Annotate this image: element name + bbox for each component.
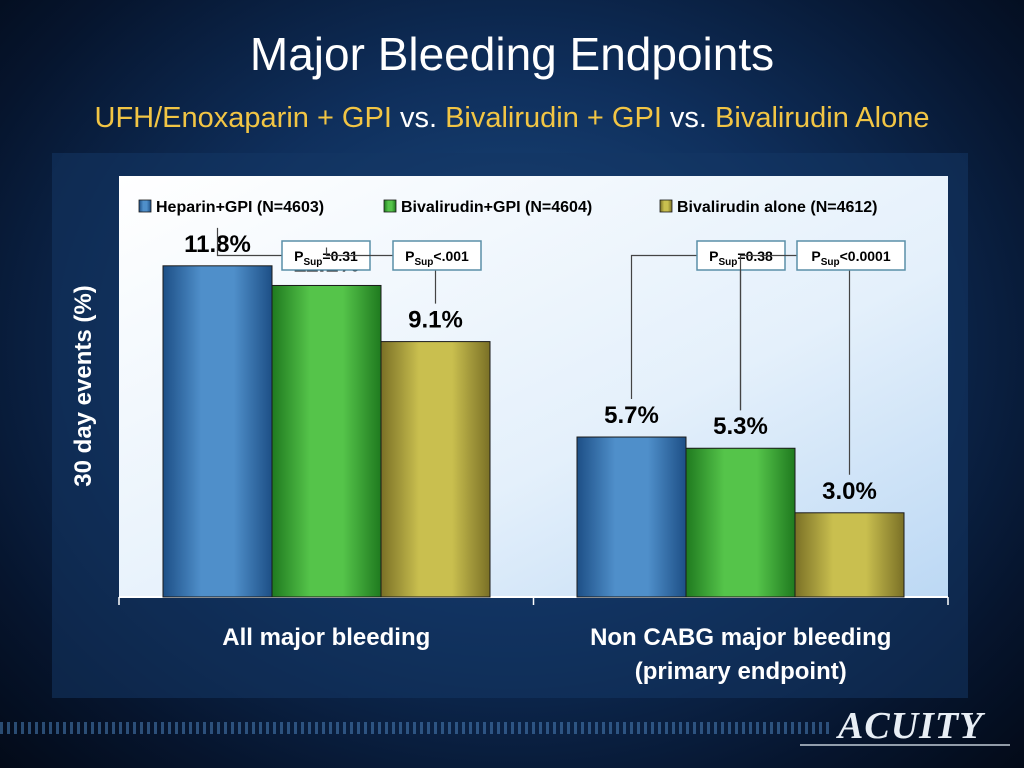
p-value-box xyxy=(796,240,906,271)
legend-label: Bivalirudin alone (N=4612) xyxy=(677,199,878,216)
p-value-box xyxy=(392,240,482,271)
subtitle-part-1: vs. xyxy=(391,102,446,134)
subtitle-part-0: UFH/Enoxaparin + GPI xyxy=(94,102,392,134)
y-axis-label: 30 day events (%) xyxy=(70,285,97,486)
slide-title: Major Bleeding Endpoints xyxy=(249,28,775,80)
bar-1-2 xyxy=(576,436,687,598)
legend-label: Heparin+GPI (N=4603) xyxy=(156,199,324,216)
annotation-connector xyxy=(216,227,282,257)
bar-3-1 xyxy=(380,341,491,598)
acuity-logo: ACUITY xyxy=(838,705,984,747)
subtitle-part-4: Bivalirudin Alone xyxy=(715,102,930,134)
bar-2-2 xyxy=(685,447,796,598)
bar-1-1 xyxy=(162,265,273,598)
bar-2-1 xyxy=(271,284,382,598)
legend-swatch xyxy=(138,199,152,213)
legend-swatch xyxy=(659,199,673,213)
logo-underline xyxy=(800,744,1010,746)
bar-value-label: 5.3% xyxy=(713,413,768,440)
slide-subtitle: UFH/Enoxaparin + GPI vs. Bivalirudin + G… xyxy=(0,98,1024,138)
p-value-label: PSup<.001 xyxy=(405,248,469,268)
category-label: (primary endpoint) xyxy=(635,658,847,685)
bar-value-label: 9.1% xyxy=(408,307,463,334)
category-label: Non CABG major bleeding xyxy=(590,624,891,651)
p-value-label: PSup<0.0001 xyxy=(811,248,890,268)
category-label: All major bleeding xyxy=(222,624,430,651)
bar-value-label: 5.7% xyxy=(604,402,659,429)
annotation-connector xyxy=(630,254,697,400)
annotation-connector xyxy=(739,254,797,411)
legend-label: Bivalirudin+GPI (N=4604) xyxy=(401,199,592,216)
annotation-connector xyxy=(325,247,393,257)
decorative-dotted-band xyxy=(0,722,830,734)
legend-swatch xyxy=(383,199,397,213)
subtitle-part-2: Bivalirudin + GPI xyxy=(445,102,662,134)
bar-value-label: 3.0% xyxy=(822,478,877,505)
subtitle-part-3: vs. xyxy=(661,102,716,134)
bar-3-2 xyxy=(794,512,905,598)
